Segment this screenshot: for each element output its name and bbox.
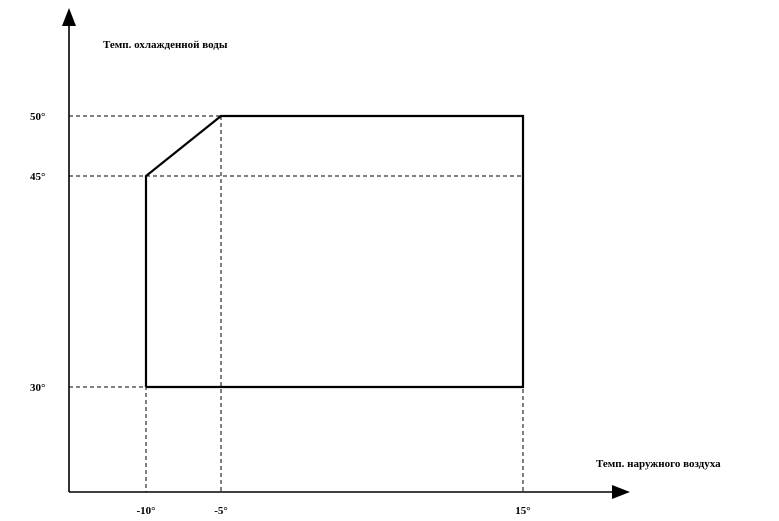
y-axis-title: Темп. охлажденной воды — [103, 39, 228, 51]
operating-envelope — [144, 114, 525, 389]
x-axis-title: Темп. наружного воздуха — [596, 458, 721, 470]
x-tick-labels: -10° -5° 15° — [136, 505, 530, 517]
x-tick-label: -10° — [136, 505, 155, 517]
y-axis-arrow — [62, 8, 76, 26]
x-tick-label: 15° — [515, 505, 530, 517]
dashed-guide-lines — [69, 115, 524, 492]
y-tick-label: 45° — [30, 171, 45, 183]
y-tick-labels: 50° 45° 30° — [30, 111, 45, 394]
y-tick-label: 50° — [30, 111, 45, 123]
x-axis-arrow — [612, 485, 630, 499]
y-tick-label: 30° — [30, 382, 45, 394]
x-tick-label: -5° — [214, 505, 228, 517]
